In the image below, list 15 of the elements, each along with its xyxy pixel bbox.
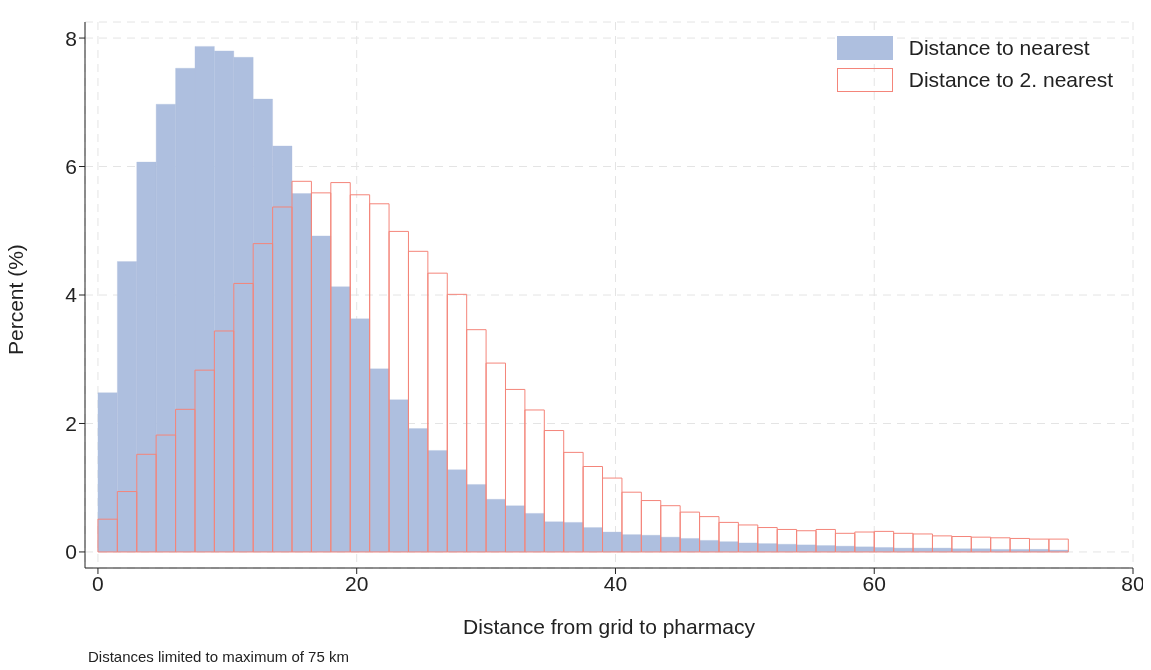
y-tick-label: 6 [65, 154, 77, 178]
text: Distances limited to maximum of 75 km [88, 648, 350, 665]
y-tick-label: 4 [65, 283, 78, 307]
y-tick-label: 0 [65, 540, 77, 564]
x-tick-label: 40 [603, 571, 628, 595]
x-axis-title: Distance from grid to pharmacy [463, 615, 756, 638]
x-tick-label: 20 [345, 571, 369, 595]
y-axis-title: Percent (%) [4, 244, 28, 355]
x-tick-label: 60 [862, 571, 886, 595]
x-tick-label: 80 [1121, 571, 1145, 595]
legend-label: Distance to 2. nearest [908, 68, 1113, 92]
x-tick-label: 0 [92, 571, 104, 595]
y-tick-label: 8 [65, 26, 77, 50]
legend-label: Distance to nearest [908, 36, 1090, 60]
y-tick-label: 2 [65, 411, 77, 435]
